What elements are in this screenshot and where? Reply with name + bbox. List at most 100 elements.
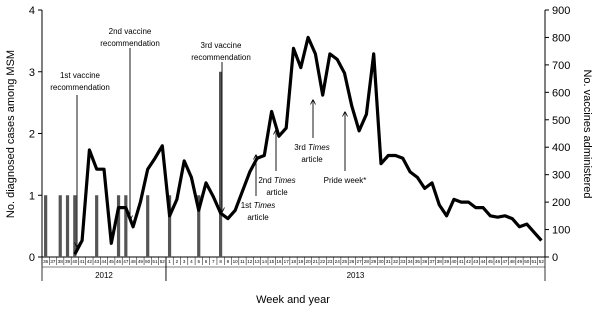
x-tick-label: 23: [327, 259, 333, 264]
y2-tick-label: 900: [552, 5, 570, 17]
x-tick-label: 41: [80, 259, 86, 264]
annotation-part: recommendation: [191, 53, 251, 62]
x-tick-label: 46: [116, 259, 122, 264]
x-tick-label: 52: [539, 259, 545, 264]
x-tick-label: 1: [168, 259, 171, 264]
x-tick-label: 20: [306, 259, 312, 264]
y2-tick-label: 600: [552, 87, 570, 99]
x-tick-label: 6: [205, 259, 208, 264]
x-tick-label: 26: [349, 259, 355, 264]
annotation-part: 3rd: [294, 143, 308, 152]
x-tick-label: 8: [219, 259, 222, 264]
x-tick-label: 31: [386, 259, 392, 264]
x-tick-label: 17: [284, 259, 290, 264]
annotation: 3rd vaccine: [201, 41, 242, 50]
x-tick-label: 38: [437, 259, 443, 264]
annotation-part: 1st vaccine: [60, 71, 101, 80]
x-tick-label: 35: [415, 259, 421, 264]
annotation: recommendation: [100, 39, 160, 48]
x-tick-label: 2: [176, 259, 179, 264]
x-tick-label: 15: [269, 259, 275, 264]
x-tick-label: 5: [197, 259, 200, 264]
x-tick-label: 16: [276, 259, 282, 264]
x-tick-label: 37: [50, 259, 56, 264]
x-tick-label: 29: [371, 259, 377, 264]
x-tick-label: 24: [335, 259, 341, 264]
y-tick-label: 3: [29, 67, 35, 79]
x-tick-label: 42: [466, 259, 472, 264]
bar: [58, 195, 62, 257]
x-tick-label: 39: [65, 259, 71, 264]
x-tick-label: 32: [393, 259, 399, 264]
y2-tick-label: 100: [552, 225, 570, 237]
y2-tick-label: 800: [552, 32, 570, 44]
y2-tick-label: 400: [552, 142, 570, 154]
x-tick-label: 47: [123, 259, 129, 264]
x-tick-label: 34: [408, 259, 414, 264]
x-tick-label: 40: [451, 259, 457, 264]
x-tick-label: 52: [160, 259, 166, 264]
x-tick-label: 48: [131, 259, 137, 264]
bar: [146, 195, 150, 257]
x-tick-label: 37: [429, 259, 435, 264]
y2-tick-label: 700: [552, 60, 570, 72]
line: [73, 35, 543, 256]
annotation-part: recommendation: [50, 83, 110, 92]
x-tick-label: 51: [152, 259, 158, 264]
x-tick-label: 46: [495, 259, 501, 264]
x-tick-label: 11: [240, 259, 245, 264]
annotation-part: recommendation: [100, 39, 160, 48]
x-axis-title: Week and year: [256, 294, 330, 306]
y-tick-label: 0: [29, 252, 35, 264]
annotation: Pride week*: [324, 176, 367, 185]
annotation-part: 2nd vaccine: [109, 27, 152, 36]
annotation: 1st Times: [241, 201, 276, 210]
group-label: 2012: [95, 271, 113, 280]
annotation-part: 1st: [241, 201, 254, 210]
x-tick-label: 36: [422, 259, 428, 264]
y2-axis-title: No. vaccines administered: [581, 69, 593, 198]
annotation: 3rd Times: [294, 143, 330, 152]
x-tick-label: 12: [247, 259, 253, 264]
annotation: article: [266, 188, 288, 197]
x-tick-label: 42: [87, 259, 93, 264]
y2-tick-label: 300: [552, 170, 570, 182]
x-tick-label: 41: [459, 259, 465, 264]
annotation: 2nd Times: [258, 176, 295, 185]
annotation-part: Pride week*: [324, 176, 367, 185]
y2-tick-label: 200: [552, 197, 570, 209]
y-tick-label: 2: [29, 129, 35, 141]
annotation: 2nd vaccine: [109, 27, 152, 36]
x-tick-label: 50: [145, 259, 151, 264]
x-tick-label: 33: [400, 259, 406, 264]
x-tick-label: 43: [94, 259, 100, 264]
x-tick-label: 47: [502, 259, 508, 264]
x-tick-label: 9: [227, 259, 230, 264]
annotation: article: [247, 213, 269, 222]
bar: [73, 195, 77, 257]
bar: [167, 195, 172, 257]
x-tick-label: 10: [233, 259, 239, 264]
x-tick-label: 50: [524, 259, 530, 264]
x-tick-label: 45: [109, 259, 115, 264]
x-tick-label: 7: [212, 259, 215, 264]
annotation-part: Times: [274, 176, 296, 185]
y-tick-label: 4: [29, 5, 35, 17]
x-tick-label: 25: [342, 259, 348, 264]
x-tick-label: 3: [183, 259, 186, 264]
x-tick-label: 28: [364, 259, 370, 264]
annotation-part: article: [247, 213, 269, 222]
x-tick-label: 43: [473, 259, 479, 264]
x-tick-label: 48: [510, 259, 516, 264]
annotation: article: [301, 155, 323, 164]
y-tick-label: 1: [29, 190, 35, 202]
bar: [124, 195, 128, 257]
y2-tick-label: 500: [552, 115, 570, 127]
x-tick-label: 44: [101, 259, 107, 264]
x-tick-label: 4: [190, 259, 193, 264]
x-tick-label: 36: [43, 259, 49, 264]
bar: [116, 195, 121, 257]
annotation-part: article: [301, 155, 323, 164]
group-label: 2013: [347, 271, 365, 280]
